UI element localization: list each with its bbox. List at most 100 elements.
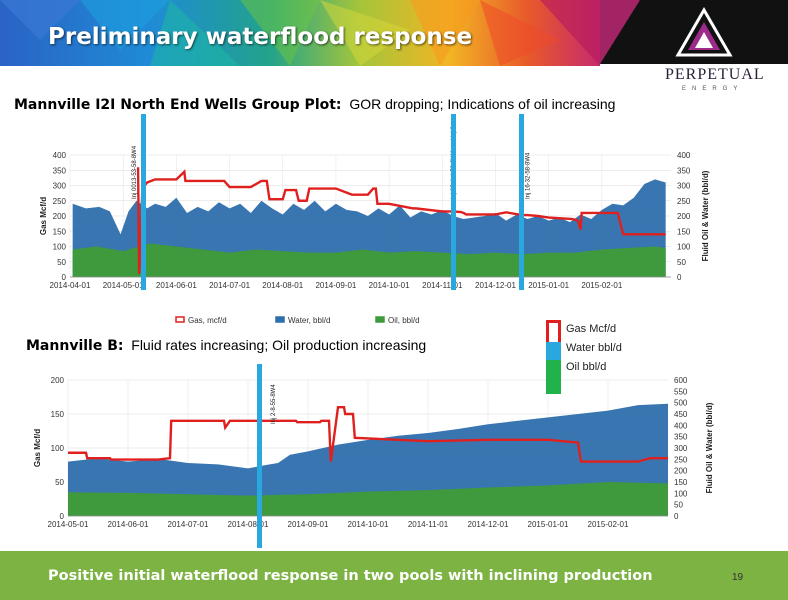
- y2-tick-label: 100: [677, 243, 691, 252]
- y-tick-label: 150: [51, 410, 65, 419]
- legend-gas-swatch: [546, 320, 561, 345]
- series-oil-area: [68, 482, 668, 516]
- legend-entry: Gas, mcf/d: [188, 316, 227, 325]
- y2-tick-label: 150: [674, 478, 688, 487]
- x-tick-label: 2014-12-01: [475, 281, 516, 290]
- y2-tick-label: 100: [674, 489, 688, 498]
- y2-tick-label: 200: [677, 212, 691, 221]
- y2-tick-label: 550: [674, 387, 688, 396]
- legend-entry: Water, bbl/d: [288, 316, 330, 325]
- y2-tick-label: 350: [677, 166, 691, 175]
- page-number: 19: [732, 572, 744, 583]
- bottom-caption: Mannville B: Fluid rates increasing; Oil…: [26, 337, 426, 354]
- y-tick-label: 100: [51, 444, 65, 453]
- footer-text: Positive initial waterflood response in …: [48, 568, 653, 584]
- x-tick-label: 2014-12-01: [468, 520, 509, 529]
- y2-tick-label: 0: [677, 273, 682, 282]
- injection-marker-1: [141, 114, 146, 290]
- x-tick-label: 2014-07-01: [168, 520, 209, 529]
- logo-name: PERPETUAL: [665, 66, 765, 83]
- y-tick-label: 0: [60, 512, 65, 521]
- injection-marker-4: [257, 364, 262, 548]
- logo-sub: ENERGY: [682, 86, 744, 92]
- y2-tick-label: 50: [674, 501, 683, 510]
- legend-oil-label: Oil bbl/d: [566, 361, 607, 373]
- legend-oil-swatch: [546, 360, 561, 394]
- injection-annotation: Inj 16-32-58-8W4: [525, 152, 531, 199]
- top-caption-bold: Mannville I2I North End Wells Group Plot…: [14, 97, 342, 113]
- series-gas-line: [68, 406, 668, 463]
- bottom-caption-text: Fluid rates increasing; Oil production i…: [131, 337, 427, 353]
- y-tick-label: 150: [53, 227, 67, 236]
- y2-axis-label: Fluid Oil & Water (bbl/d): [705, 402, 714, 493]
- y-tick-label: 250: [53, 197, 67, 206]
- y2-tick-label: 400: [674, 421, 688, 430]
- legend-swatch: [275, 316, 285, 323]
- x-tick-label: 2014-09-01: [315, 281, 356, 290]
- injection-marker-2: [451, 114, 456, 290]
- x-tick-label: 2015-02-01: [581, 281, 622, 290]
- y2-tick-label: 400: [677, 151, 691, 160]
- y2-tick-label: 200: [674, 467, 688, 476]
- chart-north-end: 0 50 100 150 200 250 300 350 400 0 50 100 150 200 250 3…: [39, 125, 710, 325]
- y2-tick-label: 250: [674, 455, 688, 464]
- chart-mannville-b: 0 50 100 150 200 0 50 100 150 200 250 300 350 400 450 5…: [33, 376, 714, 529]
- legend-gas-label: Gas Mcf/d: [566, 323, 617, 335]
- y2-tick-label: 0: [674, 512, 679, 521]
- injection-annotation: Inj 2-8-55-8W4: [271, 384, 277, 424]
- x-tick-label: 2015-01-01: [528, 281, 569, 290]
- y2-tick-label: 50: [677, 258, 686, 267]
- y2-tick-label: 450: [674, 410, 688, 419]
- x-tick-label: 2014-06-01: [108, 520, 149, 529]
- legend-swatch: [375, 316, 385, 323]
- y-tick-label: 400: [53, 151, 67, 160]
- y-axis-label: Gas Mcf/d: [33, 429, 42, 467]
- x-tick-label: 2014-11-01: [422, 281, 463, 290]
- y2-tick-label: 300: [674, 444, 688, 453]
- injection-annotation: Inj 0013-53-58-8W4: [132, 145, 138, 199]
- x-tick-label: 2014-09-01: [288, 520, 329, 529]
- y-axis-label: Gas Mcf/d: [39, 197, 48, 235]
- y-tick-label: 100: [53, 243, 67, 252]
- y-tick-label: 200: [53, 212, 67, 221]
- legend-swatch: [175, 316, 185, 323]
- x-tick-label: 2014-10-01: [348, 520, 389, 529]
- legend-water-swatch: [546, 342, 561, 360]
- legend-entry: Oil, bbl/d: [388, 316, 420, 325]
- x-tick-label: 2014-08-01: [262, 281, 303, 290]
- y-tick-label: 300: [53, 182, 67, 191]
- title-banner: [0, 0, 600, 66]
- footer-bar: [0, 551, 788, 600]
- y-tick-label: 200: [51, 376, 65, 385]
- y-tick-label: 50: [57, 258, 66, 267]
- x-tick-label: 2015-02-01: [588, 520, 629, 529]
- y2-tick-label: 150: [677, 227, 691, 236]
- y2-axis-label: Fluid Oil & Water (bbl/d): [701, 170, 710, 261]
- x-tick-label: 2014-11-01: [408, 520, 449, 529]
- y2-tick-label: 300: [677, 182, 691, 191]
- y-tick-label: 50: [55, 478, 64, 487]
- series-gas-line: [136, 167, 666, 275]
- bottom-caption-bold: Mannville B:: [26, 338, 124, 354]
- company-logo: [600, 0, 788, 64]
- x-tick-label: 2014-08-01: [228, 520, 269, 529]
- y2-tick-label: 500: [674, 399, 688, 408]
- y-tick-label: 0: [62, 273, 67, 282]
- x-tick-label: 2014-04-01: [50, 281, 91, 290]
- slide-title: Preliminary waterflood response: [48, 24, 473, 50]
- y2-tick-label: 350: [674, 433, 688, 442]
- top-caption-text: GOR dropping; Indications of oil increas…: [349, 96, 616, 112]
- x-tick-label: 2014-06-01: [156, 281, 197, 290]
- x-tick-label: 2014-05-01: [48, 520, 89, 529]
- x-tick-label: 2014-07-01: [209, 281, 250, 290]
- top-caption: Mannville I2I North End Wells Group Plot…: [14, 96, 615, 113]
- x-tick-label: 2014-05-01: [103, 281, 144, 290]
- x-tick-label: 2014-10-01: [369, 281, 410, 290]
- y-tick-label: 350: [53, 166, 67, 175]
- injection-marker-3: [519, 114, 524, 290]
- y2-tick-label: 600: [674, 376, 688, 385]
- y2-tick-label: 250: [677, 197, 691, 206]
- legend-water-label: Water bbl/d: [566, 342, 622, 354]
- series-oil-area: [72, 243, 666, 277]
- x-tick-label: 2015-01-01: [528, 520, 569, 529]
